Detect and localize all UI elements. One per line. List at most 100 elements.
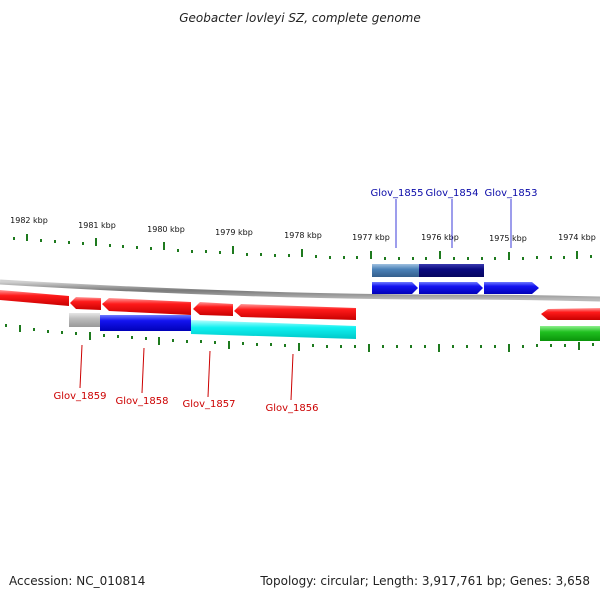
gene-labels-forward: Glov_1855 Glov_1854 Glov_1853: [370, 188, 538, 248]
ruler-tick: [260, 253, 262, 256]
gene-feature: [191, 320, 356, 339]
ruler-tick-major: [95, 238, 97, 246]
ruler-tick: [47, 330, 49, 333]
ruler-tick-major: [439, 251, 441, 259]
gene-feature: [69, 313, 100, 327]
ruler-tick: [467, 257, 469, 260]
gene-label: Glov_1854: [425, 188, 478, 199]
kbp-label: 1975 kbp: [489, 234, 527, 243]
gene-arrow: [193, 302, 233, 316]
ruler-tick: [136, 246, 138, 249]
ruler-tick: [177, 249, 179, 252]
gene-feature: [100, 315, 191, 331]
gene-label: Glov_1853: [484, 188, 537, 199]
ruler-tick-major: [19, 325, 21, 332]
ruler-tick: [315, 255, 317, 258]
ruler-tick-major: [370, 251, 372, 259]
kbp-label: 1976 kbp: [421, 233, 459, 242]
ruler-tick: [145, 337, 147, 340]
ruler-tick: [186, 340, 188, 343]
ruler-tick: [354, 345, 356, 348]
ruler-tick: [425, 257, 427, 260]
gene-leader-line: [79, 344, 83, 389]
ruler-tick: [109, 244, 111, 247]
gene-label: Glov_1858: [115, 396, 168, 407]
ruler-tick: [564, 344, 566, 347]
ruler-tick-major: [228, 341, 230, 349]
gene-label: Glov_1857: [182, 399, 235, 410]
ruler-tick-major: [26, 234, 28, 241]
gene-arrow: [234, 304, 356, 320]
ruler-tick: [61, 331, 63, 334]
kbp-label: 1982 kbp: [10, 216, 48, 225]
gene-feature: [372, 264, 419, 277]
ruler-tick: [329, 256, 331, 259]
genome-summary-text: Topology: circular; Length: 3,917,761 bp…: [260, 574, 590, 588]
ruler-tick-major: [508, 344, 510, 352]
ruler-tick-major: [368, 344, 370, 352]
ruler-tick: [410, 345, 412, 348]
ruler-tick: [242, 342, 244, 345]
ruler-tick-major: [89, 332, 91, 340]
ruler-tick: [340, 345, 342, 348]
gene-labels-reverse: Glov_1859 Glov_1858 Glov_1857 Glov_1856: [53, 344, 319, 414]
ruler-tick: [312, 344, 314, 347]
ruler-tick-major: [576, 251, 578, 259]
ruler-tick: [592, 343, 594, 346]
ruler-tick: [54, 240, 56, 243]
ruler-tick-major: [438, 344, 440, 352]
ruler-tick: [424, 345, 426, 348]
ruler-tick: [398, 257, 400, 260]
kbp-label: 1979 kbp: [215, 228, 253, 237]
ruler-upper: [13, 234, 592, 260]
ruler-tick-major: [508, 252, 510, 260]
ruler-tick: [382, 345, 384, 348]
genome-backbone: [0, 279, 600, 302]
ruler-tick: [13, 237, 15, 240]
ruler-tick: [522, 345, 524, 348]
ruler-tick: [356, 256, 358, 259]
ruler-tick: [246, 253, 248, 256]
ruler-tick: [172, 339, 174, 342]
gene-arrow: [102, 298, 191, 315]
ruler-tick: [481, 257, 483, 260]
ruler-tick: [131, 336, 133, 339]
ruler-tick: [563, 256, 565, 259]
ruler-tick: [396, 345, 398, 348]
ruler-tick: [384, 257, 386, 260]
ruler-lower: [5, 324, 594, 352]
ruler-tick: [453, 257, 455, 260]
kbp-label: 1974 kbp: [558, 233, 596, 242]
ruler-tick: [494, 345, 496, 348]
ruler-tick: [256, 343, 258, 346]
ruler-tick-major: [301, 249, 303, 257]
gene-label: Glov_1859: [53, 391, 106, 402]
gene-label: Glov_1856: [265, 403, 318, 414]
ruler-tick: [191, 250, 193, 253]
ruler-tick: [480, 345, 482, 348]
ruler-tick-major: [578, 342, 580, 350]
ruler-tick: [200, 340, 202, 343]
kbp-labels: 1982 kbp 1981 kbp 1980 kbp 1979 kbp 1978…: [10, 216, 596, 243]
ruler-tick: [270, 343, 272, 346]
kbp-label: 1980 kbp: [147, 225, 185, 234]
accession-text: Accession: NC_010814: [9, 574, 146, 588]
gene-feature: [540, 326, 600, 341]
gene-leader-line: [290, 353, 294, 401]
genome-title: Geobacter lovleyi SZ, complete genome: [179, 11, 421, 25]
ruler-tick: [550, 256, 552, 259]
reverse-features: [0, 290, 600, 320]
ruler-tick: [122, 245, 124, 248]
ruler-tick: [494, 257, 496, 260]
ruler-tick: [590, 255, 592, 258]
gene-arrow: [372, 282, 418, 294]
ruler-tick: [82, 242, 84, 245]
gene-label: Glov_1855: [370, 188, 423, 199]
gene-leader-line: [207, 350, 211, 398]
ruler-tick: [288, 254, 290, 257]
ruler-tick: [274, 254, 276, 257]
ruler-tick: [452, 345, 454, 348]
ruler-tick: [343, 256, 345, 259]
gene-arrow: [541, 308, 600, 320]
